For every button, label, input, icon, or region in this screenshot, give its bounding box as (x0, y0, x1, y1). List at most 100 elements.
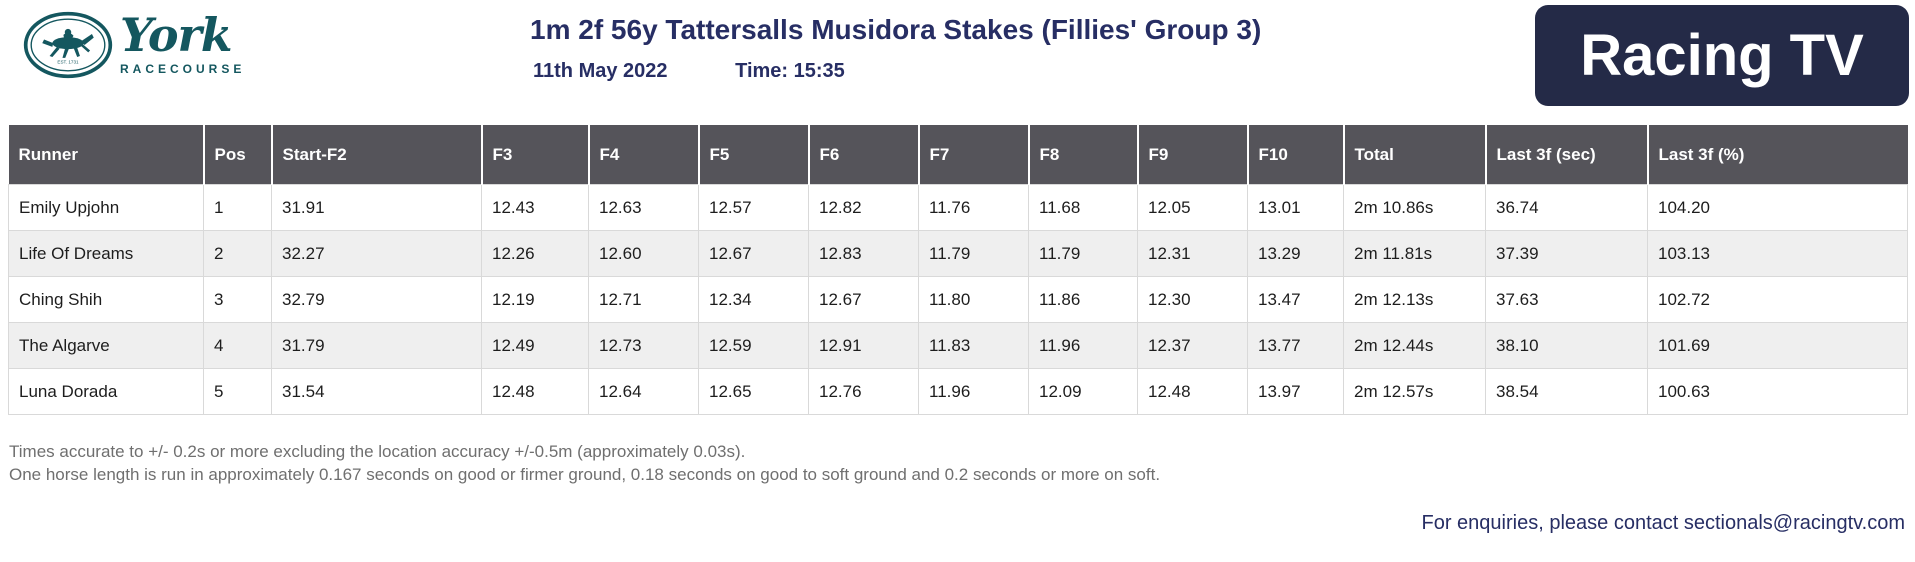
column-header-f4: F4 (587, 125, 699, 185)
race-title: 1m 2f 56y Tattersalls Musidora Stakes (F… (530, 14, 1262, 45)
table-row: Ching Shih 3 32.79 12.19 12.71 12.34 12.67 11.8… (8, 276, 1908, 323)
value-cell: 11.96 (1028, 322, 1138, 369)
york-name-text: York (120, 8, 233, 62)
column-header-runner: Runner (8, 125, 204, 185)
enquiries-contact: For enquiries, please contact sectionals… (1421, 512, 1906, 534)
value-cell: 12.83 (808, 230, 919, 277)
value-cell: 2m 11.81s (1343, 230, 1486, 277)
value-cell: 5 (203, 368, 272, 415)
column-header-f6: F6 (807, 125, 919, 185)
value-cell: 36.74 (1485, 184, 1648, 231)
race-date-line: 11th May 2022 Time: 15:35 (533, 60, 845, 83)
value-cell: 101.69 (1647, 322, 1908, 369)
column-header-start-f2: Start-F2 (270, 125, 482, 185)
value-cell: 31.79 (271, 322, 482, 369)
york-wordmark: York RACECOURSE (120, 10, 245, 76)
york-subtitle-text: RACECOURSE (120, 62, 246, 76)
accuracy-note-2: One horse length is run in approximately… (9, 465, 1161, 484)
table-row: Emily Upjohn 1 31.91 12.43 12.63 12.57 12.82 11… (8, 184, 1908, 231)
column-header-f3: F3 (480, 125, 589, 185)
runner-name-cell: Life Of Dreams (8, 230, 204, 277)
runner-name-cell: Ching Shih (8, 276, 204, 323)
value-cell: 11.80 (918, 276, 1029, 323)
table-row: Life Of Dreams 2 32.27 12.26 12.60 12.67 12.83… (8, 230, 1908, 277)
value-cell: 103.13 (1647, 230, 1908, 277)
value-cell: 37.63 (1485, 276, 1648, 323)
value-cell: 12.05 (1137, 184, 1248, 231)
runner-name-cell: Luna Dorada (8, 368, 204, 415)
value-cell: 102.72 (1647, 276, 1908, 323)
value-cell: 11.79 (918, 230, 1029, 277)
value-cell: 32.79 (271, 276, 482, 323)
value-cell: 12.37 (1137, 322, 1248, 369)
value-cell: 12.71 (588, 276, 699, 323)
value-cell: 11.79 (1028, 230, 1138, 277)
column-header-last-3f-sec-: Last 3f (sec) (1484, 125, 1648, 185)
value-cell: 12.43 (481, 184, 589, 231)
value-cell: 12.64 (588, 368, 699, 415)
value-cell: 12.59 (698, 322, 809, 369)
value-cell: 2 (203, 230, 272, 277)
value-cell: 11.86 (1028, 276, 1138, 323)
value-cell: 13.77 (1247, 322, 1344, 369)
racingtv-logo-text: Racing TV (1580, 23, 1864, 88)
value-cell: 12.34 (698, 276, 809, 323)
value-cell: 12.67 (808, 276, 919, 323)
value-cell: 2m 12.13s (1343, 276, 1486, 323)
race-time: Time: 15:35 (735, 60, 845, 82)
value-cell: 12.63 (588, 184, 699, 231)
column-header-f10: F10 (1246, 125, 1344, 185)
value-cell: 11.68 (1028, 184, 1138, 231)
york-horse-oval-icon: EST. 1731 (23, 11, 113, 79)
value-cell: 1 (203, 184, 272, 231)
value-cell: 12.91 (808, 322, 919, 369)
value-cell: 12.48 (1137, 368, 1248, 415)
value-cell: 2m 12.44s (1343, 322, 1486, 369)
york-racecourse-logo: EST. 1731 York RACECOURSE (22, 8, 245, 82)
value-cell: 3 (203, 276, 272, 323)
value-cell: 12.48 (481, 368, 589, 415)
value-cell: 12.31 (1137, 230, 1248, 277)
table-header: Runner Pos Start-F2 F3 F4 F5 F6 F7 F8 F9 F10 Total L… (8, 125, 1908, 185)
value-cell: 31.91 (271, 184, 482, 231)
value-cell: 11.83 (918, 322, 1029, 369)
column-header-f9: F9 (1136, 125, 1248, 185)
race-date: 11th May 2022 (533, 60, 668, 82)
table-row: Luna Dorada 5 31.54 12.48 12.64 12.65 12.76 11.… (8, 368, 1908, 415)
value-cell: 13.01 (1247, 184, 1344, 231)
accuracy-note-1: Times accurate to +/- 0.2s or more exclu… (9, 442, 746, 461)
value-cell: 104.20 (1647, 184, 1908, 231)
york-est-text: EST. 1731 (57, 59, 79, 64)
value-cell: 11.76 (918, 184, 1029, 231)
value-cell: 100.63 (1647, 368, 1908, 415)
accuracy-notes: Times accurate to +/- 0.2s or more exclu… (9, 440, 1160, 486)
value-cell: 12.57 (698, 184, 809, 231)
value-cell: 12.60 (588, 230, 699, 277)
runner-name-cell: The Algarve (8, 322, 204, 369)
value-cell: 37.39 (1485, 230, 1648, 277)
table-body: Emily Upjohn 1 31.91 12.43 12.63 12.57 12.82 11… (8, 184, 1908, 415)
racingtv-logo: Racing TV (1535, 5, 1909, 106)
column-header-last-3f-: Last 3f (%) (1646, 125, 1908, 185)
value-cell: 31.54 (271, 368, 482, 415)
value-cell: 32.27 (271, 230, 482, 277)
value-cell: 38.54 (1485, 368, 1648, 415)
column-header-f8: F8 (1027, 125, 1138, 185)
value-cell: 12.65 (698, 368, 809, 415)
value-cell: 2m 10.86s (1343, 184, 1486, 231)
value-cell: 4 (203, 322, 272, 369)
value-cell: 12.49 (481, 322, 589, 369)
value-cell: 38.10 (1485, 322, 1648, 369)
value-cell: 12.26 (481, 230, 589, 277)
column-header-pos: Pos (202, 125, 272, 185)
value-cell: 13.47 (1247, 276, 1344, 323)
value-cell: 13.97 (1247, 368, 1344, 415)
value-cell: 13.29 (1247, 230, 1344, 277)
value-cell: 2m 12.57s (1343, 368, 1486, 415)
horse-and-jockey-icon (42, 28, 94, 58)
sectional-times-table: Runner Pos Start-F2 F3 F4 F5 F6 F7 F8 F9 F10 Total L… (8, 125, 1908, 415)
column-header-total: Total (1342, 125, 1486, 185)
table-row: The Algarve 4 31.79 12.49 12.73 12.59 12.91 11.… (8, 322, 1908, 369)
value-cell: 12.09 (1028, 368, 1138, 415)
value-cell: 12.82 (808, 184, 919, 231)
